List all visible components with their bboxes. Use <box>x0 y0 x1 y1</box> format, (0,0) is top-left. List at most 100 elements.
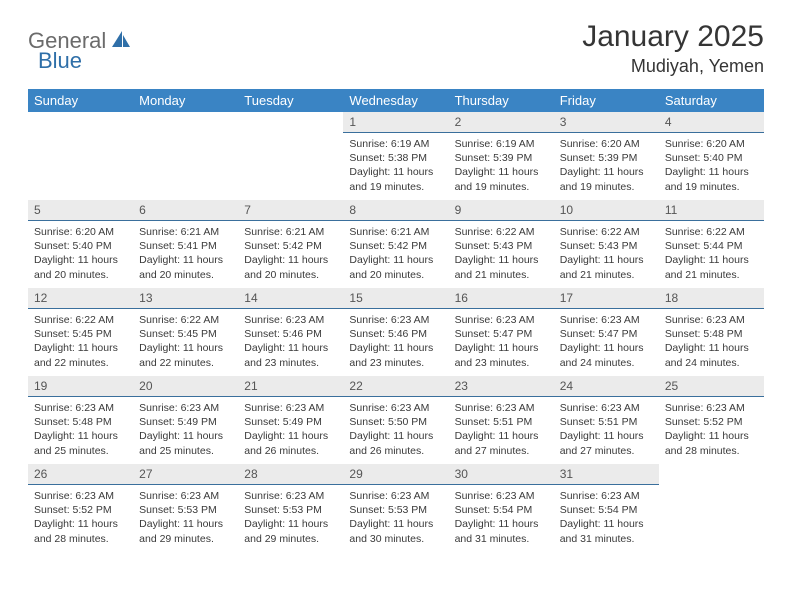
day-line: Sunset: 5:40 PM <box>665 151 758 165</box>
day-number: 24 <box>554 376 659 397</box>
day-line: Sunset: 5:40 PM <box>34 239 127 253</box>
calendar-cell <box>28 112 133 200</box>
day-number: 17 <box>554 288 659 309</box>
day-line: Daylight: 11 hours and 19 minutes. <box>455 165 548 193</box>
day-body: Sunrise: 6:22 AMSunset: 5:45 PMDaylight:… <box>28 309 133 376</box>
calendar-cell: 1Sunrise: 6:19 AMSunset: 5:38 PMDaylight… <box>343 112 448 200</box>
day-number: 28 <box>238 464 343 485</box>
day-number: 31 <box>554 464 659 485</box>
sail-icon <box>110 29 132 54</box>
day-line: Sunset: 5:38 PM <box>349 151 442 165</box>
day-line: Sunrise: 6:23 AM <box>244 313 337 327</box>
day-line: Daylight: 11 hours and 31 minutes. <box>455 517 548 545</box>
day-line: Sunrise: 6:23 AM <box>665 313 758 327</box>
weekday-header: Friday <box>554 89 659 112</box>
day-line: Sunrise: 6:23 AM <box>349 401 442 415</box>
day-line: Sunrise: 6:23 AM <box>560 401 653 415</box>
day-body: Sunrise: 6:23 AMSunset: 5:52 PMDaylight:… <box>28 485 133 552</box>
calendar-week: 5Sunrise: 6:20 AMSunset: 5:40 PMDaylight… <box>28 200 764 288</box>
day-line: Daylight: 11 hours and 25 minutes. <box>139 429 232 457</box>
calendar-cell: 5Sunrise: 6:20 AMSunset: 5:40 PMDaylight… <box>28 200 133 288</box>
calendar-cell: 14Sunrise: 6:23 AMSunset: 5:46 PMDayligh… <box>238 288 343 376</box>
day-line: Sunrise: 6:20 AM <box>560 137 653 151</box>
day-number: 29 <box>343 464 448 485</box>
day-line: Sunset: 5:51 PM <box>455 415 548 429</box>
day-line: Sunrise: 6:23 AM <box>349 489 442 503</box>
calendar-cell <box>659 464 764 552</box>
day-body: Sunrise: 6:19 AMSunset: 5:38 PMDaylight:… <box>343 133 448 200</box>
calendar-week: 12Sunrise: 6:22 AMSunset: 5:45 PMDayligh… <box>28 288 764 376</box>
day-number: 27 <box>133 464 238 485</box>
day-body: Sunrise: 6:20 AMSunset: 5:40 PMDaylight:… <box>659 133 764 200</box>
day-line: Sunset: 5:42 PM <box>244 239 337 253</box>
day-body: Sunrise: 6:23 AMSunset: 5:53 PMDaylight:… <box>343 485 448 552</box>
day-body: Sunrise: 6:23 AMSunset: 5:49 PMDaylight:… <box>238 397 343 464</box>
calendar-cell: 9Sunrise: 6:22 AMSunset: 5:43 PMDaylight… <box>449 200 554 288</box>
day-line: Sunrise: 6:23 AM <box>244 401 337 415</box>
day-line: Sunset: 5:53 PM <box>139 503 232 517</box>
day-line: Daylight: 11 hours and 20 minutes. <box>139 253 232 281</box>
day-body: Sunrise: 6:23 AMSunset: 5:54 PMDaylight:… <box>554 485 659 552</box>
day-line: Sunset: 5:43 PM <box>560 239 653 253</box>
day-line: Sunset: 5:39 PM <box>560 151 653 165</box>
calendar-cell: 26Sunrise: 6:23 AMSunset: 5:52 PMDayligh… <box>28 464 133 552</box>
day-number: 30 <box>449 464 554 485</box>
day-number: 19 <box>28 376 133 397</box>
calendar-table: SundayMondayTuesdayWednesdayThursdayFrid… <box>28 89 764 552</box>
day-body: Sunrise: 6:23 AMSunset: 5:52 PMDaylight:… <box>659 397 764 464</box>
day-line: Daylight: 11 hours and 20 minutes. <box>34 253 127 281</box>
header: General January 2025 Mudiyah, Yemen <box>28 20 764 77</box>
calendar-cell: 3Sunrise: 6:20 AMSunset: 5:39 PMDaylight… <box>554 112 659 200</box>
day-line: Sunrise: 6:22 AM <box>560 225 653 239</box>
day-number: 6 <box>133 200 238 221</box>
day-number: 16 <box>449 288 554 309</box>
day-body: Sunrise: 6:20 AMSunset: 5:39 PMDaylight:… <box>554 133 659 200</box>
calendar-cell: 16Sunrise: 6:23 AMSunset: 5:47 PMDayligh… <box>449 288 554 376</box>
day-number: 21 <box>238 376 343 397</box>
day-body: Sunrise: 6:23 AMSunset: 5:47 PMDaylight:… <box>449 309 554 376</box>
calendar-cell: 25Sunrise: 6:23 AMSunset: 5:52 PMDayligh… <box>659 376 764 464</box>
logo-blue-wrap: Blue <box>38 48 82 74</box>
calendar-cell: 24Sunrise: 6:23 AMSunset: 5:51 PMDayligh… <box>554 376 659 464</box>
calendar-cell: 20Sunrise: 6:23 AMSunset: 5:49 PMDayligh… <box>133 376 238 464</box>
day-line: Daylight: 11 hours and 21 minutes. <box>560 253 653 281</box>
day-line: Daylight: 11 hours and 22 minutes. <box>34 341 127 369</box>
day-number: 13 <box>133 288 238 309</box>
day-number: 8 <box>343 200 448 221</box>
day-number: 20 <box>133 376 238 397</box>
day-number: 2 <box>449 112 554 133</box>
day-line: Sunset: 5:45 PM <box>34 327 127 341</box>
calendar-cell: 31Sunrise: 6:23 AMSunset: 5:54 PMDayligh… <box>554 464 659 552</box>
day-line: Sunset: 5:46 PM <box>244 327 337 341</box>
day-body: Sunrise: 6:23 AMSunset: 5:49 PMDaylight:… <box>133 397 238 464</box>
day-body: Sunrise: 6:21 AMSunset: 5:41 PMDaylight:… <box>133 221 238 288</box>
day-body: Sunrise: 6:22 AMSunset: 5:44 PMDaylight:… <box>659 221 764 288</box>
day-line: Daylight: 11 hours and 24 minutes. <box>665 341 758 369</box>
day-line: Daylight: 11 hours and 19 minutes. <box>560 165 653 193</box>
calendar-cell: 10Sunrise: 6:22 AMSunset: 5:43 PMDayligh… <box>554 200 659 288</box>
location-label: Mudiyah, Yemen <box>582 56 764 77</box>
day-line: Sunset: 5:51 PM <box>560 415 653 429</box>
day-line: Daylight: 11 hours and 20 minutes. <box>349 253 442 281</box>
day-line: Sunset: 5:50 PM <box>349 415 442 429</box>
day-body: Sunrise: 6:23 AMSunset: 5:51 PMDaylight:… <box>554 397 659 464</box>
day-line: Daylight: 11 hours and 25 minutes. <box>34 429 127 457</box>
calendar-cell: 4Sunrise: 6:20 AMSunset: 5:40 PMDaylight… <box>659 112 764 200</box>
calendar-body: 1Sunrise: 6:19 AMSunset: 5:38 PMDaylight… <box>28 112 764 552</box>
day-line: Daylight: 11 hours and 29 minutes. <box>139 517 232 545</box>
weekday-header: Monday <box>133 89 238 112</box>
day-line: Sunrise: 6:23 AM <box>139 489 232 503</box>
day-line: Sunrise: 6:21 AM <box>349 225 442 239</box>
day-line: Daylight: 11 hours and 29 minutes. <box>244 517 337 545</box>
day-number: 14 <box>238 288 343 309</box>
calendar-cell: 13Sunrise: 6:22 AMSunset: 5:45 PMDayligh… <box>133 288 238 376</box>
day-line: Sunrise: 6:23 AM <box>455 489 548 503</box>
day-number: 7 <box>238 200 343 221</box>
calendar-cell: 7Sunrise: 6:21 AMSunset: 5:42 PMDaylight… <box>238 200 343 288</box>
day-line: Sunrise: 6:23 AM <box>34 401 127 415</box>
day-line: Daylight: 11 hours and 30 minutes. <box>349 517 442 545</box>
day-line: Sunrise: 6:23 AM <box>34 489 127 503</box>
day-line: Daylight: 11 hours and 19 minutes. <box>665 165 758 193</box>
day-body: Sunrise: 6:19 AMSunset: 5:39 PMDaylight:… <box>449 133 554 200</box>
day-line: Sunrise: 6:21 AM <box>139 225 232 239</box>
